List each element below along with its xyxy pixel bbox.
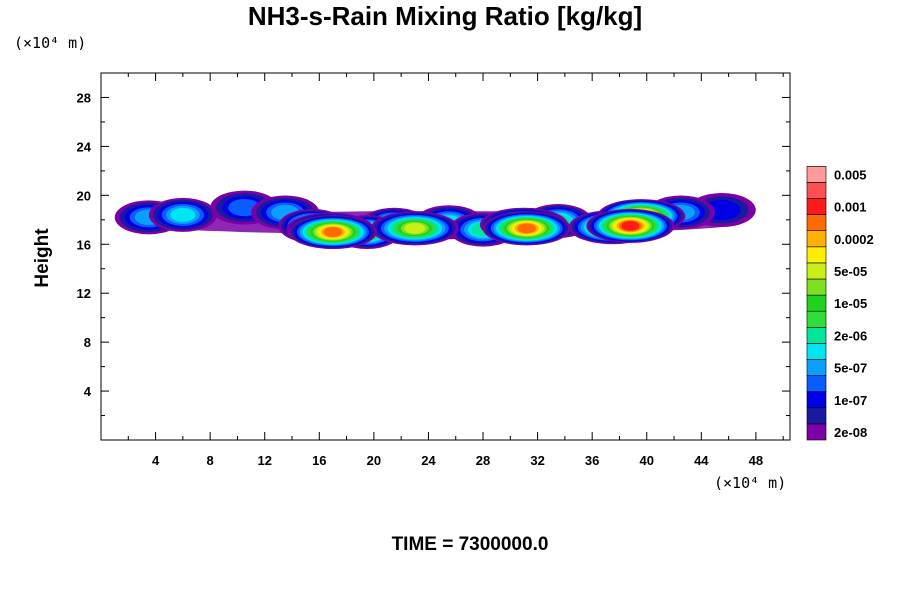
- colorbar-label: 0.0002: [834, 232, 874, 247]
- colorbar-swatch: [806, 230, 827, 248]
- x-tick-label: 28: [476, 453, 490, 468]
- x-unit-label: (×10⁴ m): [714, 474, 786, 492]
- field-cell: [621, 221, 640, 231]
- y-tick-label: 16: [77, 237, 91, 252]
- y-tick-label: 4: [84, 384, 92, 399]
- y-axis: 4 8 12 16 20 24 28: [77, 72, 790, 417]
- x-axis: 4 8 12 16 20 24 28 32 36 40 44 48: [127, 73, 784, 468]
- mixing-ratio-field: [114, 190, 756, 250]
- x-tick-label: 44: [694, 453, 709, 468]
- colorbar-label: 2e-06: [834, 328, 867, 343]
- y-unit-label: (×10⁴ m): [14, 34, 86, 52]
- y-tick-label: 8: [84, 335, 91, 350]
- x-tick-label: 24: [421, 453, 436, 468]
- colorbar-swatch: [806, 246, 827, 264]
- x-tick-label: 4: [152, 453, 160, 468]
- x-tick-label: 8: [207, 453, 214, 468]
- chart-title: NH3-s-Rain Mixing Ratio [kg/kg]: [248, 1, 642, 31]
- colorbar-swatch: [806, 359, 827, 376]
- colorbar-swatch: [806, 198, 827, 215]
- field-cell: [404, 223, 426, 234]
- y-axis-title: Height: [32, 228, 53, 288]
- colorbar-swatch: [806, 166, 827, 183]
- colorbar-label: 5e-07: [834, 361, 867, 376]
- colorbar-swatch: [806, 423, 827, 441]
- field-cell: [323, 227, 343, 237]
- colorbar-label: 0.001: [834, 200, 867, 215]
- field-cell: [517, 223, 537, 234]
- y-tick-label: 20: [77, 188, 91, 203]
- colorbar-swatch: [806, 326, 827, 344]
- colorbar-swatch: [806, 391, 827, 409]
- y-tick-label: 28: [77, 90, 91, 105]
- colorbar-swatch: [806, 262, 827, 280]
- colorbar-swatch: [806, 343, 827, 360]
- field-cell: [170, 207, 196, 222]
- colorbar-label: 5e-05: [834, 264, 867, 279]
- colorbar-label: 0.005: [834, 167, 867, 182]
- x-tick-label: 20: [367, 453, 381, 468]
- colorbar-swatch: [806, 310, 827, 328]
- x-tick-label: 16: [312, 453, 326, 468]
- colorbar-legend: 2e-08 1e-07 5e-07 2e-06 1e-05 5e-05 0.0002 0.00…: [806, 166, 874, 441]
- colorbar-swatch: [806, 294, 827, 312]
- colorbar-swatch: [806, 182, 827, 199]
- x-tick-label: 36: [585, 453, 599, 468]
- y-tick-label: 24: [77, 139, 92, 154]
- y-tick-label: 12: [77, 286, 91, 301]
- colorbar-swatch: [806, 214, 827, 232]
- colorbar-swatch: [806, 278, 827, 296]
- x-tick-label: 48: [749, 453, 763, 468]
- time-label: TIME = 7300000.0: [392, 534, 549, 555]
- colorbar-swatch: [806, 407, 827, 425]
- plot-frame: [100, 72, 791, 441]
- x-tick-label: 32: [530, 453, 544, 468]
- colorbar-label: 1e-05: [834, 296, 867, 311]
- x-tick-label: 40: [640, 453, 654, 468]
- x-tick-label: 12: [257, 453, 271, 468]
- colorbar-swatch: [806, 375, 827, 393]
- colorbar-label: 2e-08: [834, 425, 867, 440]
- colorbar-label: 1e-07: [834, 393, 867, 408]
